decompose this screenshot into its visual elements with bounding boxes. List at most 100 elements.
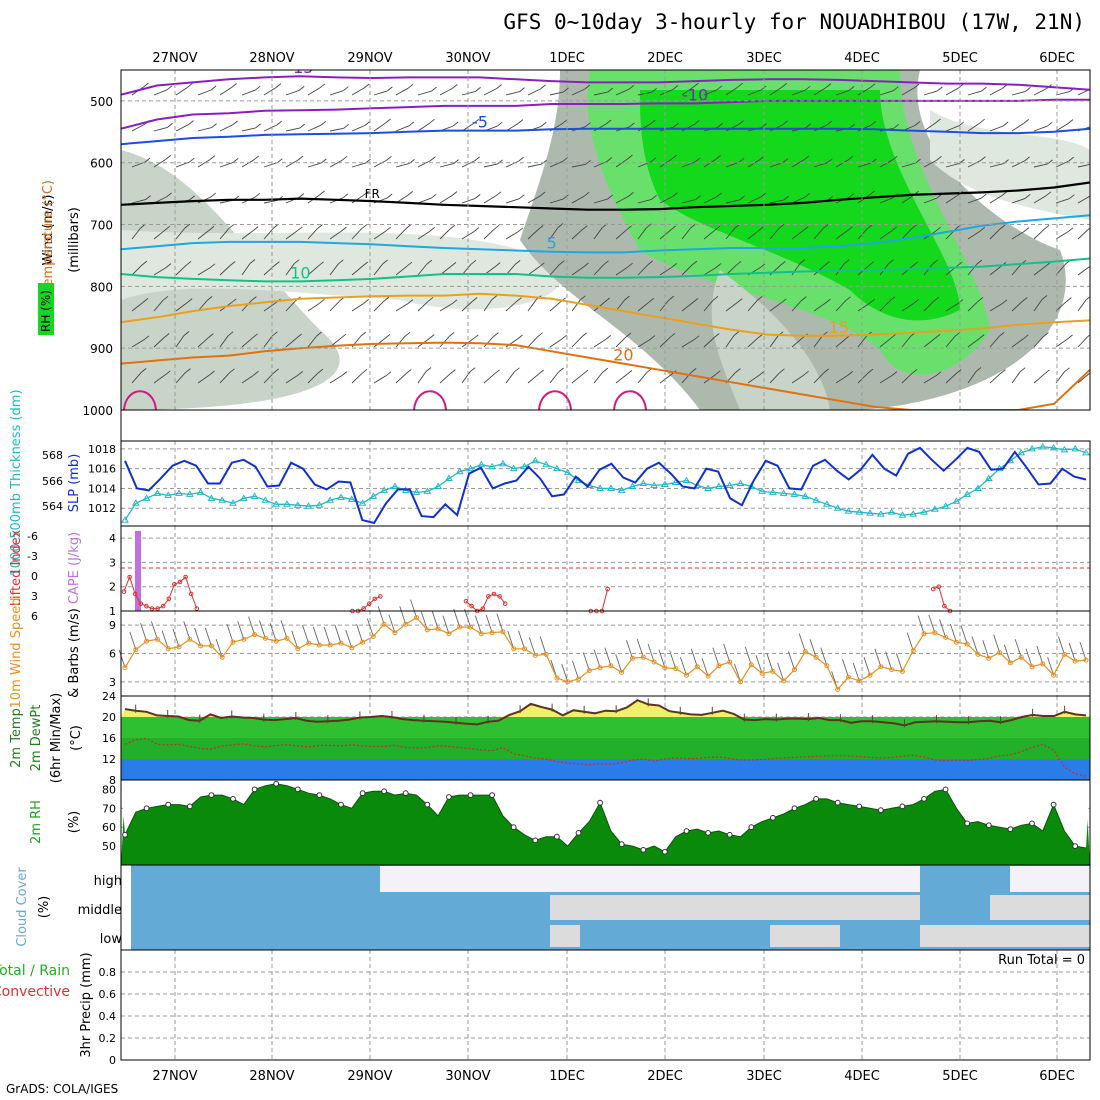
wind-barb [461, 301, 473, 312]
thickness-point [1028, 444, 1036, 452]
wind-barb [923, 197, 938, 204]
wind-barb [461, 371, 471, 384]
thickness-point [812, 496, 820, 503]
wind-barb-flag [628, 84, 635, 90]
rh-point [165, 801, 172, 808]
wind-barb [219, 87, 232, 96]
wind-barb-flag [167, 123, 173, 128]
wind-barb [659, 299, 670, 312]
wind-barb-flag [252, 226, 259, 231]
wind-barb [681, 339, 695, 348]
wind-barb [549, 91, 564, 96]
temperature-contour [121, 214, 1090, 254]
wind-barb-flag [494, 369, 500, 375]
wind-barb-flag [450, 262, 457, 267]
wind-barb-flag [1002, 121, 1009, 127]
wind-speed-point [597, 665, 603, 671]
wind-barb [528, 637, 536, 656]
wind-barb [175, 264, 187, 276]
wind-barb-flag [541, 159, 547, 165]
wind-barb [219, 124, 233, 132]
wind-barb [118, 649, 126, 668]
thickness-point [434, 482, 443, 489]
wind-barb-flag [585, 159, 591, 165]
wind-barb-flag [822, 224, 829, 229]
wind-barb [1011, 301, 1023, 312]
wind-barb [1036, 645, 1044, 665]
temp-band [121, 759, 1090, 780]
wind-tick-label: 3 [109, 676, 116, 689]
thickness-tick-label: 564 [42, 500, 63, 513]
rh-point [575, 830, 582, 836]
rh-point [683, 828, 690, 834]
wind-barb-flag [209, 370, 215, 376]
wind-barb-flag [448, 332, 455, 337]
wind-barb [945, 87, 959, 96]
thickness-point [801, 492, 810, 499]
wind-barb-flag [827, 158, 833, 164]
wind-barb [874, 648, 882, 667]
temperature-contour [121, 127, 1090, 146]
wind-barb [366, 618, 374, 637]
wind-barb-flag [673, 122, 679, 128]
rh-point [251, 786, 258, 793]
wind-barb-flag [802, 226, 809, 231]
wind-barb [769, 302, 782, 312]
wind-barb [857, 162, 872, 168]
wind-barb-flag [625, 332, 632, 338]
ylabel-slp: SLP (mb) [67, 454, 82, 513]
wind-barb [417, 197, 432, 204]
wind-barb [885, 651, 893, 670]
wind-barb [593, 227, 603, 240]
wind-barb [1011, 231, 1025, 240]
wind-barb-flag [1089, 195, 1090, 196]
wind-barb-flag [912, 261, 918, 267]
thickness-point [293, 501, 302, 508]
wind-barb-flag [384, 334, 391, 339]
thickness-point [488, 462, 497, 470]
temp-tick-label: 24 [102, 690, 116, 703]
wind-barb-flag [690, 368, 697, 373]
wind-speed-point [122, 665, 128, 671]
wind-speed-point [381, 621, 387, 627]
wind-barb [1011, 338, 1024, 348]
wind-barb-flag [186, 298, 193, 303]
ylabel-dewpt: 2m DewPt [29, 705, 44, 772]
wind-speed-point [910, 648, 916, 654]
thickness-point [855, 508, 864, 515]
wind-barb [549, 198, 564, 204]
wind-barb [571, 229, 583, 240]
contour-label: FR [365, 187, 380, 201]
wind-speed-point [187, 636, 193, 642]
wind-barb-flag [297, 371, 303, 376]
wind-barb-flag [340, 333, 347, 339]
temperature-contour [123, 390, 157, 410]
wind-barb-flag [143, 82, 149, 88]
wind-barb [1055, 123, 1069, 132]
wind-barb [197, 230, 210, 240]
rh-point [985, 822, 992, 829]
precip-tick-label: 0.6 [99, 988, 117, 1001]
wind-barb [549, 301, 561, 312]
wind-barb [483, 228, 495, 240]
rh-point [942, 786, 949, 793]
wind-barb [593, 91, 608, 96]
wind-barb [896, 653, 903, 672]
wind-barb [747, 337, 759, 348]
wind-barb [923, 263, 933, 276]
wind-barb-flag [736, 298, 743, 303]
wind-barb [1055, 91, 1070, 96]
wind-barb [329, 159, 343, 168]
wind-barb [549, 160, 563, 168]
wind-barb [373, 263, 383, 276]
wind-barb [439, 373, 451, 384]
wind-barb-flag [1085, 296, 1090, 301]
wind-barb [1033, 266, 1046, 276]
wind-speed-point [1029, 664, 1035, 670]
wind-barb [175, 124, 189, 132]
wind-barb-flag [738, 157, 745, 163]
wind-speed-point [370, 634, 376, 639]
wind-barb [582, 652, 590, 671]
lifted-index-point [486, 594, 491, 599]
